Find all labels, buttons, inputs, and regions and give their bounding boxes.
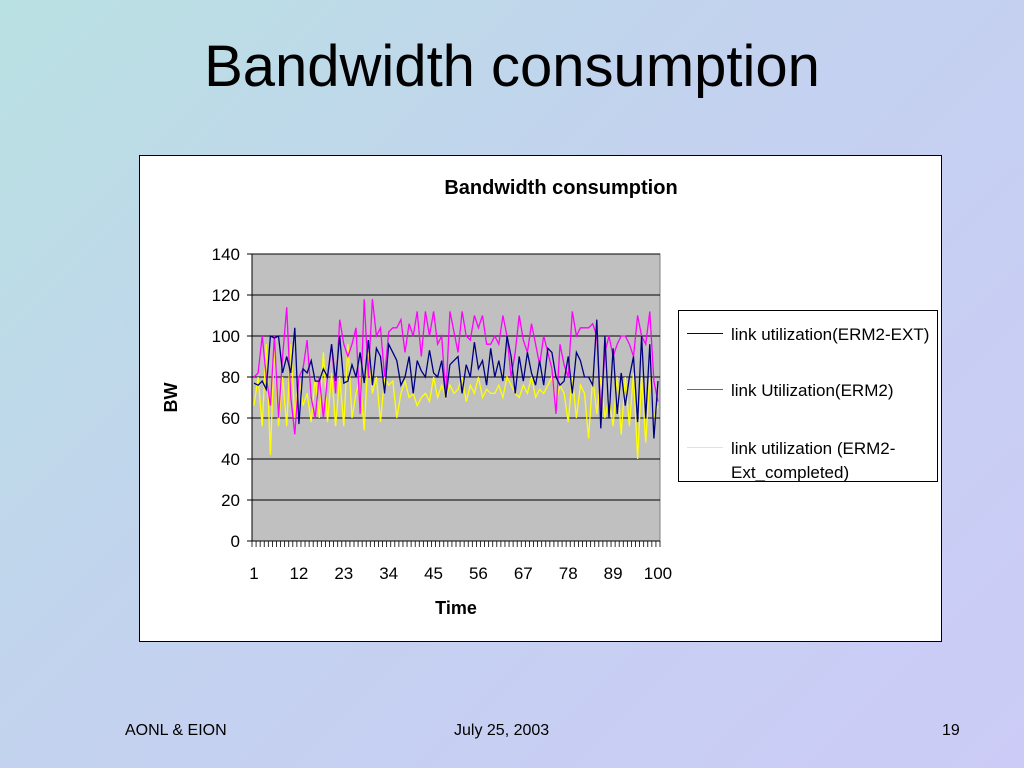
x-tick-label-1: 1: [249, 564, 258, 583]
legend-item-erm2: link Utilization(ERM2): [687, 379, 936, 403]
x-tick-label-100: 100: [644, 564, 672, 583]
legend-swatch-erm2-ext-completed: [687, 447, 723, 448]
legend-label-erm2: link Utilization(ERM2): [731, 381, 894, 400]
y-tick-label-100: 100: [212, 327, 240, 346]
x-tick-label-12: 12: [289, 564, 308, 583]
legend-item-erm2-ext: link utilization(ERM2-EXT): [687, 323, 936, 347]
chart-title: Bandwidth consumption: [444, 177, 677, 199]
y-tick-label-0: 0: [231, 532, 240, 551]
y-tick-label-40: 40: [221, 450, 240, 469]
footer-page-number: 19: [942, 722, 960, 739]
bandwidth-line-chart: Bandwidth consumption 0 20 40 60 80 100 120 140 1…: [161, 177, 678, 618]
x-tick-label-67: 67: [514, 564, 533, 583]
x-tick-label-45: 45: [424, 564, 443, 583]
y-tick-label-120: 120: [212, 286, 240, 305]
x-tick-label-34: 34: [379, 564, 398, 583]
chart-frame: Bandwidth consumption 0 20 40 60 80 100 120 140 1…: [139, 155, 942, 642]
footer-organization: AONL & EION: [125, 722, 227, 739]
y-tick-label-60: 60: [221, 409, 240, 428]
y-tick-label-20: 20: [221, 491, 240, 510]
x-tick-label-78: 78: [559, 564, 578, 583]
y-tick-label-140: 140: [212, 245, 240, 264]
series-line-erm2-ext: [253, 319, 659, 439]
legend-label-erm2-ext-completed: link utilization (ERM2-Ext_completed): [731, 439, 896, 482]
x-tick-label-56: 56: [469, 564, 488, 583]
legend-swatch-erm2: [687, 389, 723, 390]
footer-date: July 25, 2003: [454, 722, 550, 739]
y-tick-label-80: 80: [221, 368, 240, 387]
x-tick-label-23: 23: [334, 564, 353, 583]
legend-swatch-erm2-ext: [687, 333, 723, 334]
series-line-erm2-ext-completed: [253, 344, 659, 460]
chart-legend: link utilization(ERM2-EXT) link Utilizat…: [678, 310, 938, 482]
y-axis-title: BW: [161, 383, 181, 413]
legend-item-erm2-ext-completed: link utilization (ERM2-Ext_completed): [687, 437, 936, 485]
x-tick-label-89: 89: [604, 564, 623, 583]
series-line-erm2: [253, 299, 659, 435]
slide-title: Bandwidth consumption: [204, 34, 820, 99]
legend-label-erm2-ext: link utilization(ERM2-EXT): [731, 325, 930, 344]
x-axis-title: Time: [435, 598, 477, 618]
